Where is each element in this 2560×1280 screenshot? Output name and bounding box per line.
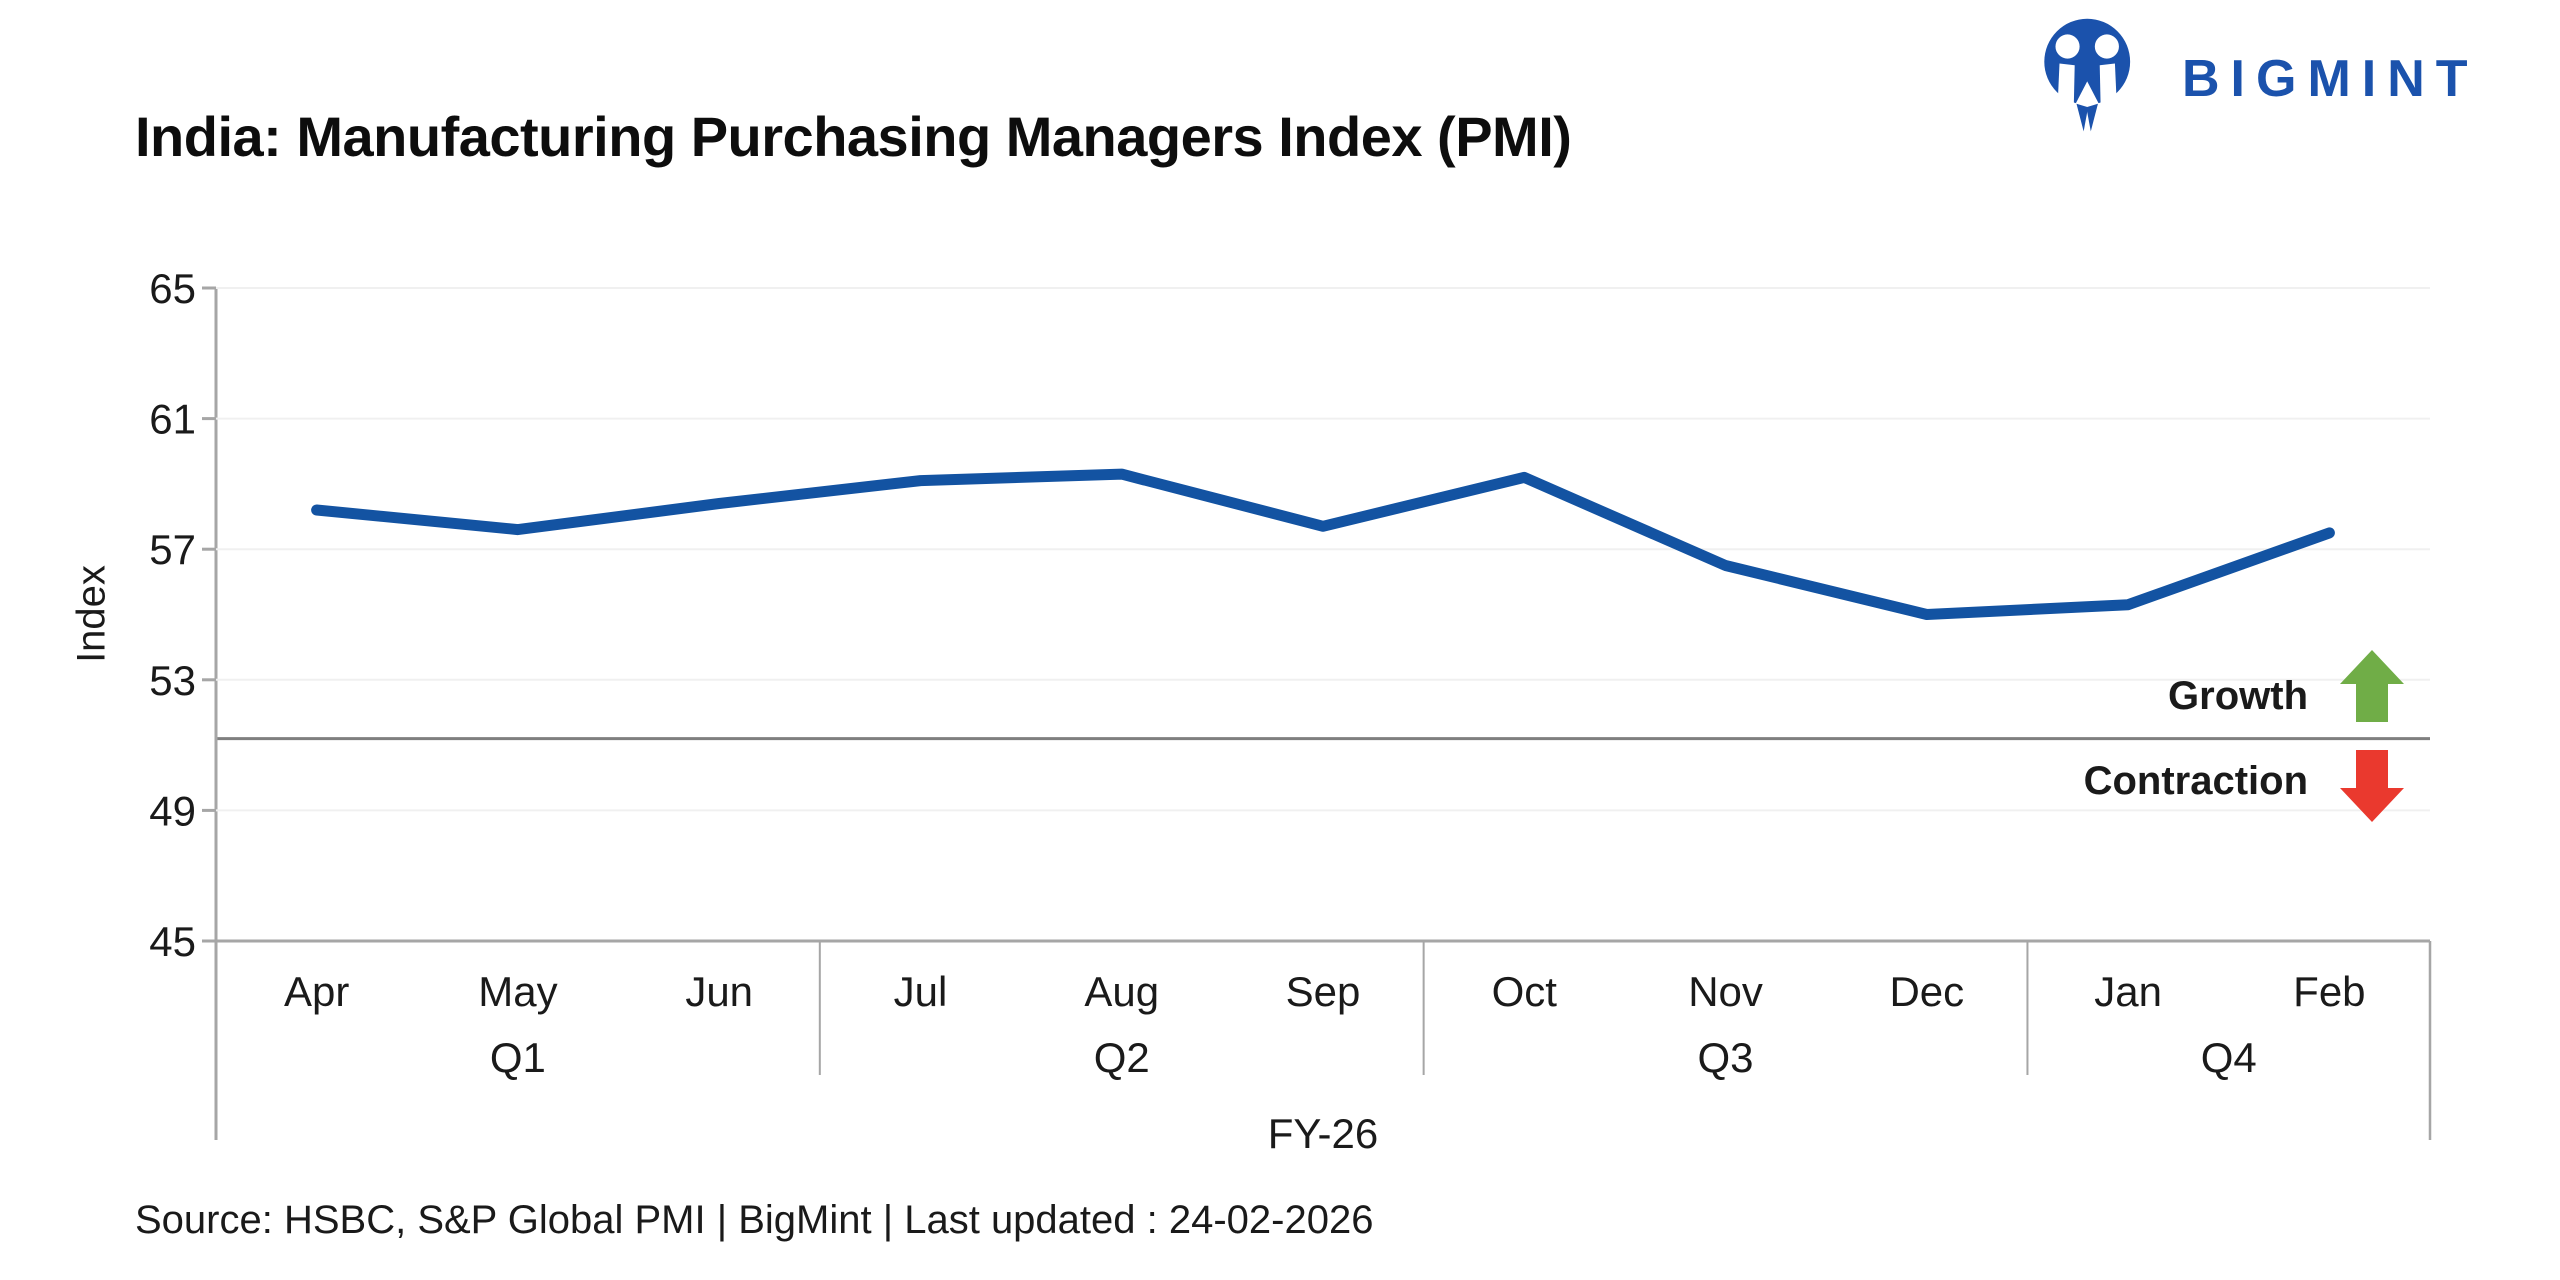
- source-note: Source: HSBC, S&P Global PMI | BigMint |…: [135, 1198, 1374, 1242]
- x-month-label: May: [478, 968, 557, 1015]
- x-month-label: Sep: [1286, 968, 1361, 1015]
- x-month-label: Oct: [1492, 968, 1558, 1015]
- bigmint-logo: BIGMINT: [2030, 16, 2530, 136]
- y-tick-label: 57: [149, 526, 196, 573]
- contraction-label: Contraction: [2084, 759, 2308, 803]
- x-month-label: Feb: [2293, 968, 2365, 1015]
- y-tick-label: 61: [149, 396, 196, 443]
- bigmint-logo-text: BIGMINT: [2182, 50, 2479, 108]
- x-month-label: Apr: [284, 968, 349, 1015]
- y-tick-label: 65: [149, 265, 196, 312]
- page-title: India: Manufacturing Purchasing Managers…: [135, 105, 1572, 168]
- pmi-line-series: [311, 468, 2335, 620]
- x-month-label: Dec: [1889, 968, 1964, 1015]
- fiscal-year-label: FY-26: [1267, 1110, 1379, 1157]
- y-tick-label: 45: [149, 918, 196, 965]
- x-month-label: Jun: [685, 968, 753, 1015]
- x-quarter-label: Q2: [1094, 1034, 1150, 1081]
- growth-label: Growth: [2168, 674, 2308, 718]
- x-month-label: Nov: [1688, 968, 1763, 1015]
- x-month-label: Jul: [894, 968, 948, 1015]
- x-month-label: Jan: [2094, 968, 2162, 1015]
- y-tick-label: 53: [149, 657, 196, 704]
- x-quarter-label: Q4: [2201, 1034, 2257, 1081]
- x-month-label: Aug: [1084, 968, 1159, 1015]
- growth-up-arrow-icon: [2340, 650, 2404, 722]
- bigmint-logo-icon: [2044, 18, 2131, 132]
- y-tick-label: 49: [149, 787, 196, 834]
- contraction-down-arrow-icon: [2340, 750, 2404, 822]
- x-quarter-label: Q3: [1698, 1034, 1754, 1081]
- x-quarter-label: Q1: [490, 1034, 546, 1081]
